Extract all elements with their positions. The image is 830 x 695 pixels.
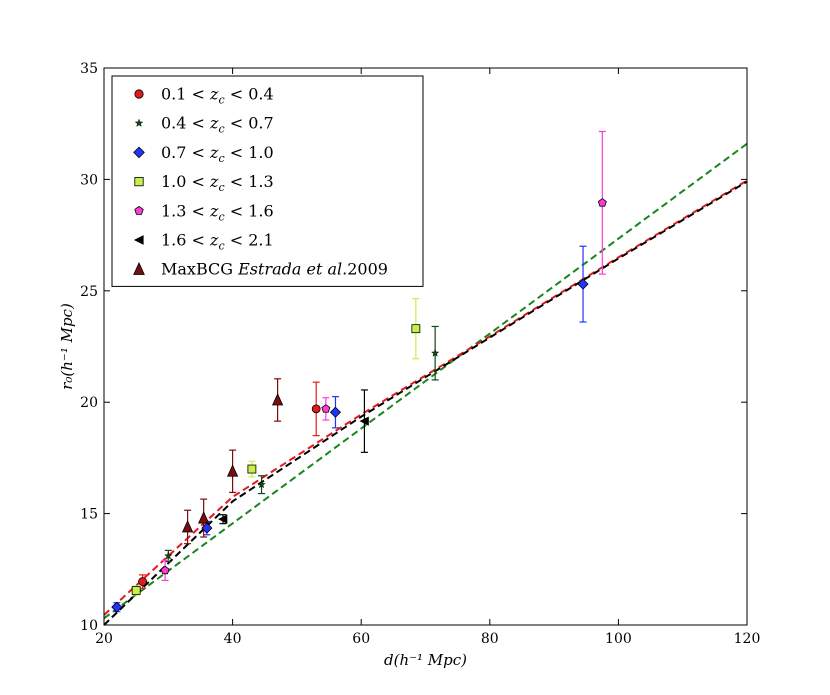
- axis-ticks: 20 40 60 80 100 120 10 15 20 25 30 35: [80, 61, 760, 647]
- fit-line-1: [103, 142, 748, 620]
- y-tick-label: 10: [80, 618, 98, 634]
- x-tick-label: 120: [734, 631, 761, 647]
- data-point: [181, 520, 194, 533]
- data-point: [257, 480, 266, 489]
- data-point: [111, 601, 123, 613]
- data-point: [131, 586, 141, 595]
- y-tick-label: 15: [80, 507, 98, 523]
- legend: 0.1 < zc < 0.4 0.4 < zc < 0.7 0.7 < zc < 1…: [111, 75, 424, 287]
- fit-line-3: [103, 180, 748, 626]
- data-point: [430, 348, 440, 357]
- data-point: [411, 324, 421, 334]
- legend-marker: [133, 146, 145, 159]
- data-point: [311, 404, 321, 414]
- x-tick-label: 40: [224, 631, 242, 647]
- x-tick-label: 20: [95, 631, 113, 647]
- legend-label: 1.3 < zc < 1.6: [161, 201, 274, 223]
- x-tick-label: 80: [481, 631, 499, 647]
- y-tick-label: 25: [80, 284, 98, 300]
- y-tick-label: 35: [80, 61, 98, 77]
- data-point: [201, 522, 213, 534]
- legend-box: [111, 75, 424, 287]
- data-point: [597, 198, 607, 207]
- x-tick-label: 60: [352, 631, 370, 647]
- plot-frame: [103, 67, 748, 626]
- legend-marker: [134, 176, 144, 187]
- data-point: [226, 464, 239, 477]
- data-points: [111, 198, 607, 613]
- legend-label: 0.4 < zc < 0.7: [161, 114, 274, 136]
- data-point: [218, 514, 228, 524]
- legend-marker: [133, 261, 145, 275]
- legend-label: 0.1 < zc < 0.4: [161, 85, 274, 107]
- legend-marker: [133, 235, 144, 245]
- data-point: [160, 565, 170, 575]
- legend-marker: [134, 118, 144, 127]
- fit-line-2: [103, 179, 748, 616]
- x-tick-label: 100: [605, 631, 632, 647]
- y-tick-label: 30: [80, 172, 98, 188]
- legend-label: 1.0 < zc < 1.3: [161, 172, 274, 194]
- data-point: [321, 404, 331, 413]
- data-point: [359, 416, 369, 426]
- legend-label: MaxBCG Estrada et al.2009: [161, 260, 388, 279]
- data-point: [138, 577, 147, 586]
- data-point: [247, 464, 257, 474]
- legend-label: 1.6 < zc < 2.1: [161, 231, 274, 253]
- data-point: [164, 551, 173, 560]
- x-axis-label: d(h⁻¹ Mpc): [384, 651, 467, 669]
- data-point: [271, 393, 284, 406]
- fit-lines: [103, 142, 748, 626]
- legend-marker: [134, 89, 144, 99]
- y-axis-label: r₀(h⁻¹ Mpc): [58, 303, 76, 390]
- legend-label: 0.7 < zc < 1.0: [161, 143, 274, 165]
- data-point: [198, 511, 210, 524]
- legend-marker: [134, 205, 144, 215]
- data-point: [329, 406, 342, 418]
- data-point: [577, 278, 589, 290]
- y-tick-label: 20: [80, 395, 98, 411]
